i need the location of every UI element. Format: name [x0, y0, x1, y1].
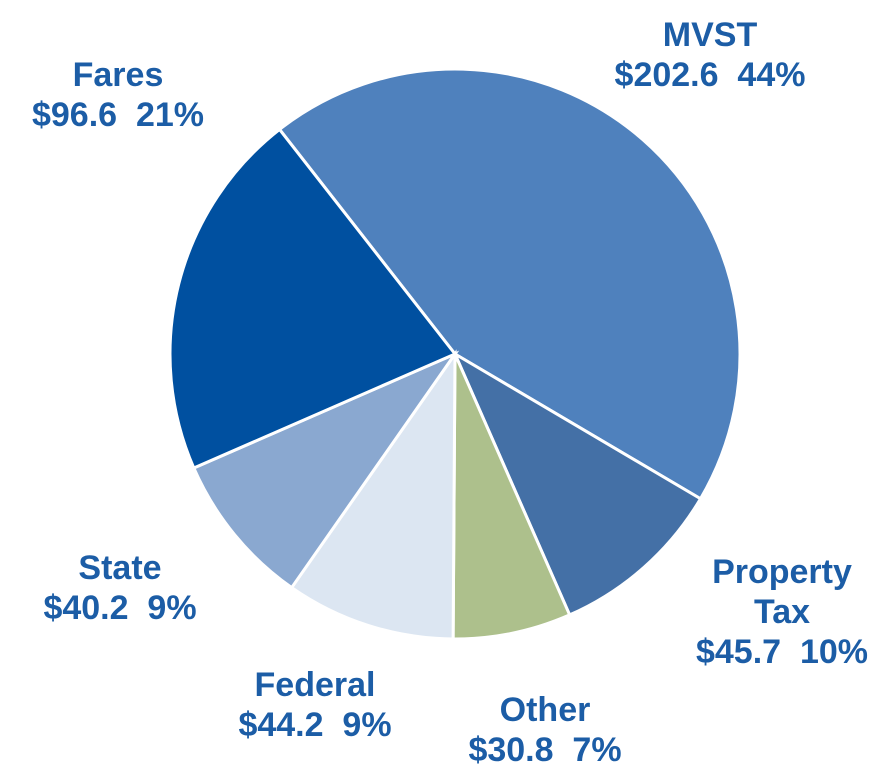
slice-label: State $40.2 9%	[20, 548, 220, 628]
pie-slice	[451, 353, 572, 641]
pie-slice	[168, 127, 458, 471]
value-label: $44.2 9%	[238, 706, 392, 744]
slice-label: MVST $202.6 44%	[610, 15, 810, 95]
pie-slice	[289, 349, 457, 641]
value-label: $202.6 44%	[614, 56, 806, 94]
pie-slice	[191, 350, 460, 590]
value-label: $45.7 10%	[695, 633, 869, 671]
slice-label: Federal $44.2 9%	[215, 665, 415, 745]
category-label: Fares	[72, 56, 164, 94]
value-label: $40.2 9%	[43, 589, 197, 627]
value-label: $30.8 7%	[468, 731, 622, 769]
category-label: MVST	[662, 16, 758, 54]
category-label: Other	[499, 691, 591, 729]
pie-slice	[277, 67, 742, 501]
category-label: State	[78, 549, 162, 587]
value-label: $96.6 21%	[31, 96, 205, 134]
slice-label: Fares $96.6 21%	[8, 55, 228, 135]
category-label: Property Tax	[712, 553, 852, 631]
slice-label: Other $30.8 7%	[445, 690, 645, 770]
category-label: Federal	[254, 666, 376, 704]
pie-slice	[451, 350, 703, 617]
slice-label: Property Tax $45.7 10%	[692, 552, 872, 672]
